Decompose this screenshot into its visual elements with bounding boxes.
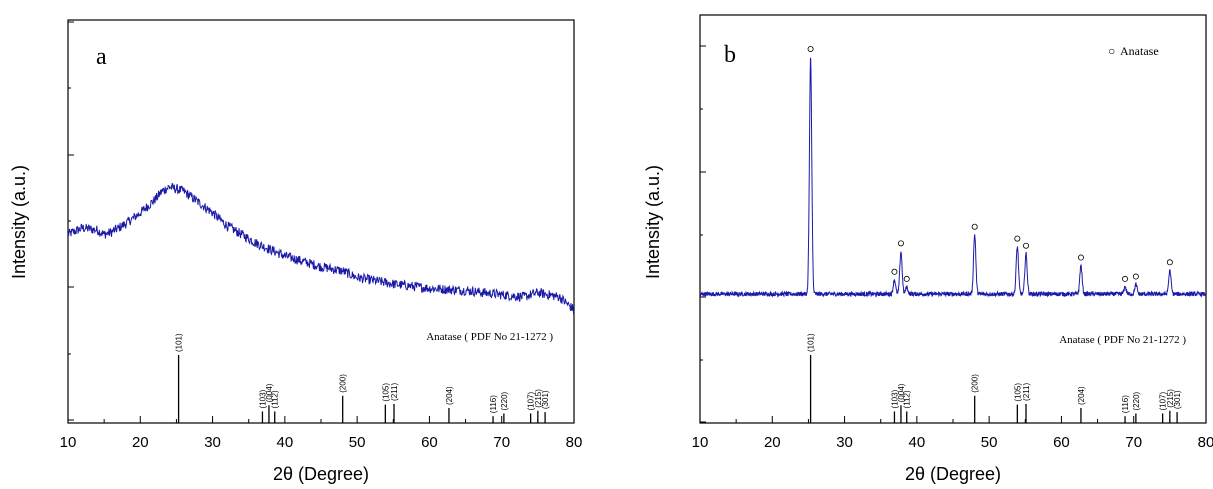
panel-b-legend-symbol: ○ bbox=[1108, 44, 1115, 58]
panel-a-yticks bbox=[68, 21, 74, 421]
panel-b-hkl-label: (211) bbox=[1022, 383, 1031, 401]
panel-a: a 2θ (Degree) Intensity (a.u.) Anatase (… bbox=[9, 19, 583, 484]
panel-a-hkl-label: (200) bbox=[339, 374, 348, 393]
panel-b-hkl-label: (103) bbox=[890, 389, 899, 408]
panel-a-xtick-label: 80 bbox=[566, 434, 583, 451]
panel-a-hkl-label: (004) bbox=[265, 383, 274, 402]
panel-b-reference-lines: (101) (103)(004)(112) (200) (105) (211) (204)… bbox=[807, 333, 1182, 423]
panel-b-xtick-label: 40 bbox=[909, 434, 926, 451]
panel-b-peak-marker bbox=[971, 223, 978, 230]
panel-b-hkl-label: (220) bbox=[1132, 391, 1141, 410]
panel-a-letter: a bbox=[96, 44, 107, 70]
panel-a-ylabel: Intensity (a.u.) bbox=[9, 165, 29, 279]
panel-a-reference-lines: (101) (103)(004)(112) (200) (105) (211) (204)… bbox=[175, 333, 550, 423]
panel-b-hkl-label: (112) bbox=[903, 390, 912, 408]
panel-b-legend-label: Anatase bbox=[1120, 44, 1159, 58]
panel-a-hkl-label: (101) bbox=[175, 333, 184, 352]
panel-a-xtick-label: 50 bbox=[349, 434, 366, 451]
panel-b-xtick-label: 70 bbox=[1125, 434, 1142, 451]
panel-a-frame bbox=[67, 19, 575, 424]
panel-b-hkl-label: (101) bbox=[807, 333, 816, 352]
panel-b-hkl-label: (200) bbox=[971, 374, 980, 393]
panel-a-hkl-label: (220) bbox=[500, 391, 509, 410]
panel-a-xtick-label: 60 bbox=[421, 434, 438, 451]
panel-a-hkl-label: (103) bbox=[258, 389, 267, 408]
panel-a-xtick-label: 30 bbox=[204, 434, 221, 451]
panel-a-hkl-label: (301) bbox=[541, 390, 550, 409]
panel-b-peak-markers bbox=[807, 46, 1173, 282]
panel-a-xtick-label: 70 bbox=[493, 434, 510, 451]
panel-a-xticks: 10 20 30 40 50 60 70 80 bbox=[60, 416, 583, 451]
panel-b-xticks: 10 20 30 40 50 60 70 80 bbox=[692, 416, 1213, 451]
panel-b-ylabel: Intensity (a.u.) bbox=[643, 165, 663, 279]
panel-b-peak-marker bbox=[891, 268, 898, 275]
panel-b-hkl-label: (004) bbox=[897, 383, 906, 402]
panel-a-xtick-label: 20 bbox=[132, 434, 149, 451]
panel-a-hkl-label: (105) bbox=[381, 383, 390, 402]
panel-b-hkl-label: (107) bbox=[1159, 391, 1168, 410]
panel-b-xtick-label: 20 bbox=[764, 434, 781, 451]
panel-b-peak-marker bbox=[807, 46, 814, 53]
panel-a-xtick-label: 40 bbox=[277, 434, 294, 451]
panel-a-reference-title: Anatase ( PDF No 21-1272 ) bbox=[426, 331, 553, 343]
panel-b-hkl-label: (301) bbox=[1173, 390, 1182, 409]
panel-b-peak-marker bbox=[1166, 259, 1173, 266]
panel-b-peak-marker bbox=[1014, 235, 1021, 242]
panel-b-xtick-label: 30 bbox=[836, 434, 853, 451]
panel-b-peak-marker bbox=[1132, 273, 1139, 280]
panel-b-reference-title: Anatase ( PDF No 21-1272 ) bbox=[1059, 334, 1186, 346]
panel-b-xtick-label: 60 bbox=[1053, 434, 1070, 451]
panel-b-trace bbox=[699, 57, 1206, 298]
panel-b-xtick-label: 10 bbox=[692, 434, 709, 451]
panel-b-hkl-label: (204) bbox=[1077, 386, 1086, 405]
panel-b-xtick-label: 50 bbox=[981, 434, 998, 451]
panel-b-xlabel: 2θ (Degree) bbox=[905, 464, 1001, 484]
panel-a-hkl-label: (211) bbox=[390, 383, 399, 401]
panel-a-hkl-label: (215) bbox=[534, 389, 543, 408]
panel-b-hkl-label: (105) bbox=[1013, 383, 1022, 402]
panel-b-peak-marker bbox=[1023, 242, 1030, 249]
panel-a-xtick-label: 10 bbox=[60, 434, 77, 451]
panel-a-xlabel: 2θ (Degree) bbox=[273, 464, 369, 484]
panel-a-trace bbox=[67, 182, 575, 315]
panel-b-xtick-label: 80 bbox=[1198, 434, 1213, 451]
panel-b-yticks bbox=[700, 45, 706, 423]
panel-b-peak-marker bbox=[897, 240, 904, 247]
panel-b-hkl-label: (116) bbox=[1121, 395, 1130, 413]
panel-b-peak-marker bbox=[903, 275, 910, 282]
panel-a-hkl-label: (107) bbox=[527, 391, 536, 410]
panel-b-peak-marker bbox=[1122, 275, 1129, 282]
panel-a-hkl-label: (116) bbox=[489, 395, 498, 413]
panel-a-hkl-label: (112) bbox=[271, 390, 280, 408]
panel-b-peak-marker bbox=[1077, 254, 1084, 261]
panel-a-hkl-label: (204) bbox=[445, 386, 454, 405]
panel-b-frame bbox=[699, 14, 1207, 424]
panel-b-hkl-label: (215) bbox=[1166, 389, 1175, 408]
panel-b-letter: b bbox=[724, 42, 736, 68]
panel-b: b 2θ (Degree) Intensity (a.u.) ○ Anatase… bbox=[643, 14, 1213, 484]
